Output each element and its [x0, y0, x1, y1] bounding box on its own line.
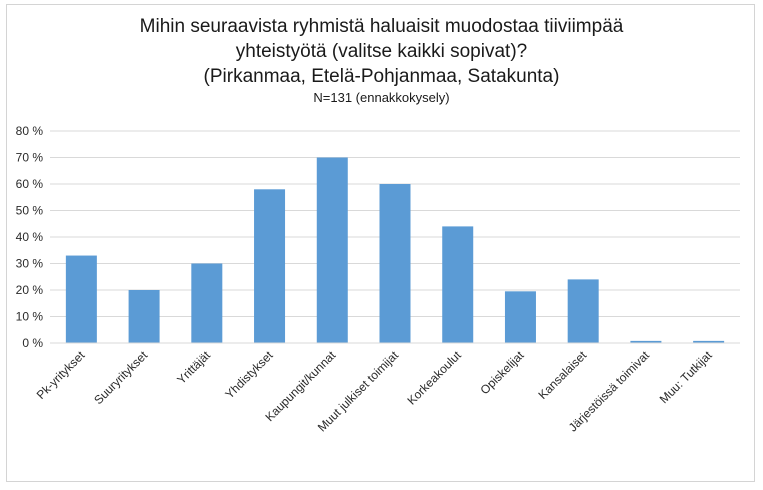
chart-subtitle: N=131 (ennakkokysely)	[313, 90, 450, 105]
y-tick-label: 30 %	[16, 257, 44, 271]
x-tick-label: Kansalaiset	[536, 348, 590, 402]
bar	[254, 189, 286, 343]
bar	[442, 226, 474, 343]
x-tick-label: Korkeakoulut	[404, 348, 464, 408]
y-tick-label: 10 %	[16, 310, 44, 324]
y-tick-label: 70 %	[16, 151, 44, 165]
chart-title: Mihin seuraavista ryhmistä haluaisit muo…	[0, 14, 763, 107]
bar	[693, 340, 725, 343]
bar	[316, 157, 348, 343]
y-tick-label: 60 %	[16, 177, 44, 191]
x-tick-label: Suuryritykset	[91, 348, 150, 407]
y-tick-label: 50 %	[16, 204, 44, 218]
y-tick-label: 40 %	[16, 230, 44, 244]
bar	[65, 255, 97, 343]
bar	[504, 291, 536, 343]
bar	[128, 290, 160, 343]
bar	[630, 340, 662, 343]
bar	[379, 184, 411, 343]
chart-title-line-2: yhteistyötä (valitse kaikki sopivat)?	[235, 41, 528, 62]
x-tick-label: Pk-yritykset	[34, 348, 88, 402]
y-axis-labels: 0 % 10 % 20 % 30 % 40 % 50 % 60 % 70 % 80 %	[16, 124, 44, 350]
bar	[191, 263, 223, 343]
y-tick-label: 80 %	[16, 124, 44, 138]
x-tick-label: Yrittäjät	[174, 348, 213, 387]
bar	[567, 279, 599, 343]
chart-title-line-3: (Pirkanmaa, Etelä-Pohjanmaa, Satakunta)	[203, 66, 560, 87]
bars	[65, 157, 725, 343]
chart-title-line-1: Mihin seuraavista ryhmistä haluaisit muo…	[139, 16, 624, 37]
y-tick-label: 20 %	[16, 283, 44, 297]
x-axis-labels: Pk-yritykset Suuryritykset Yrittäjät Yhdist…	[34, 348, 715, 435]
y-tick-label: 0 %	[22, 336, 43, 350]
x-tick-label: Muu: Tutkijat	[657, 348, 715, 406]
x-tick-label: Yhdistykset	[222, 348, 276, 402]
x-tick-label: Opiskelijat	[478, 348, 528, 398]
